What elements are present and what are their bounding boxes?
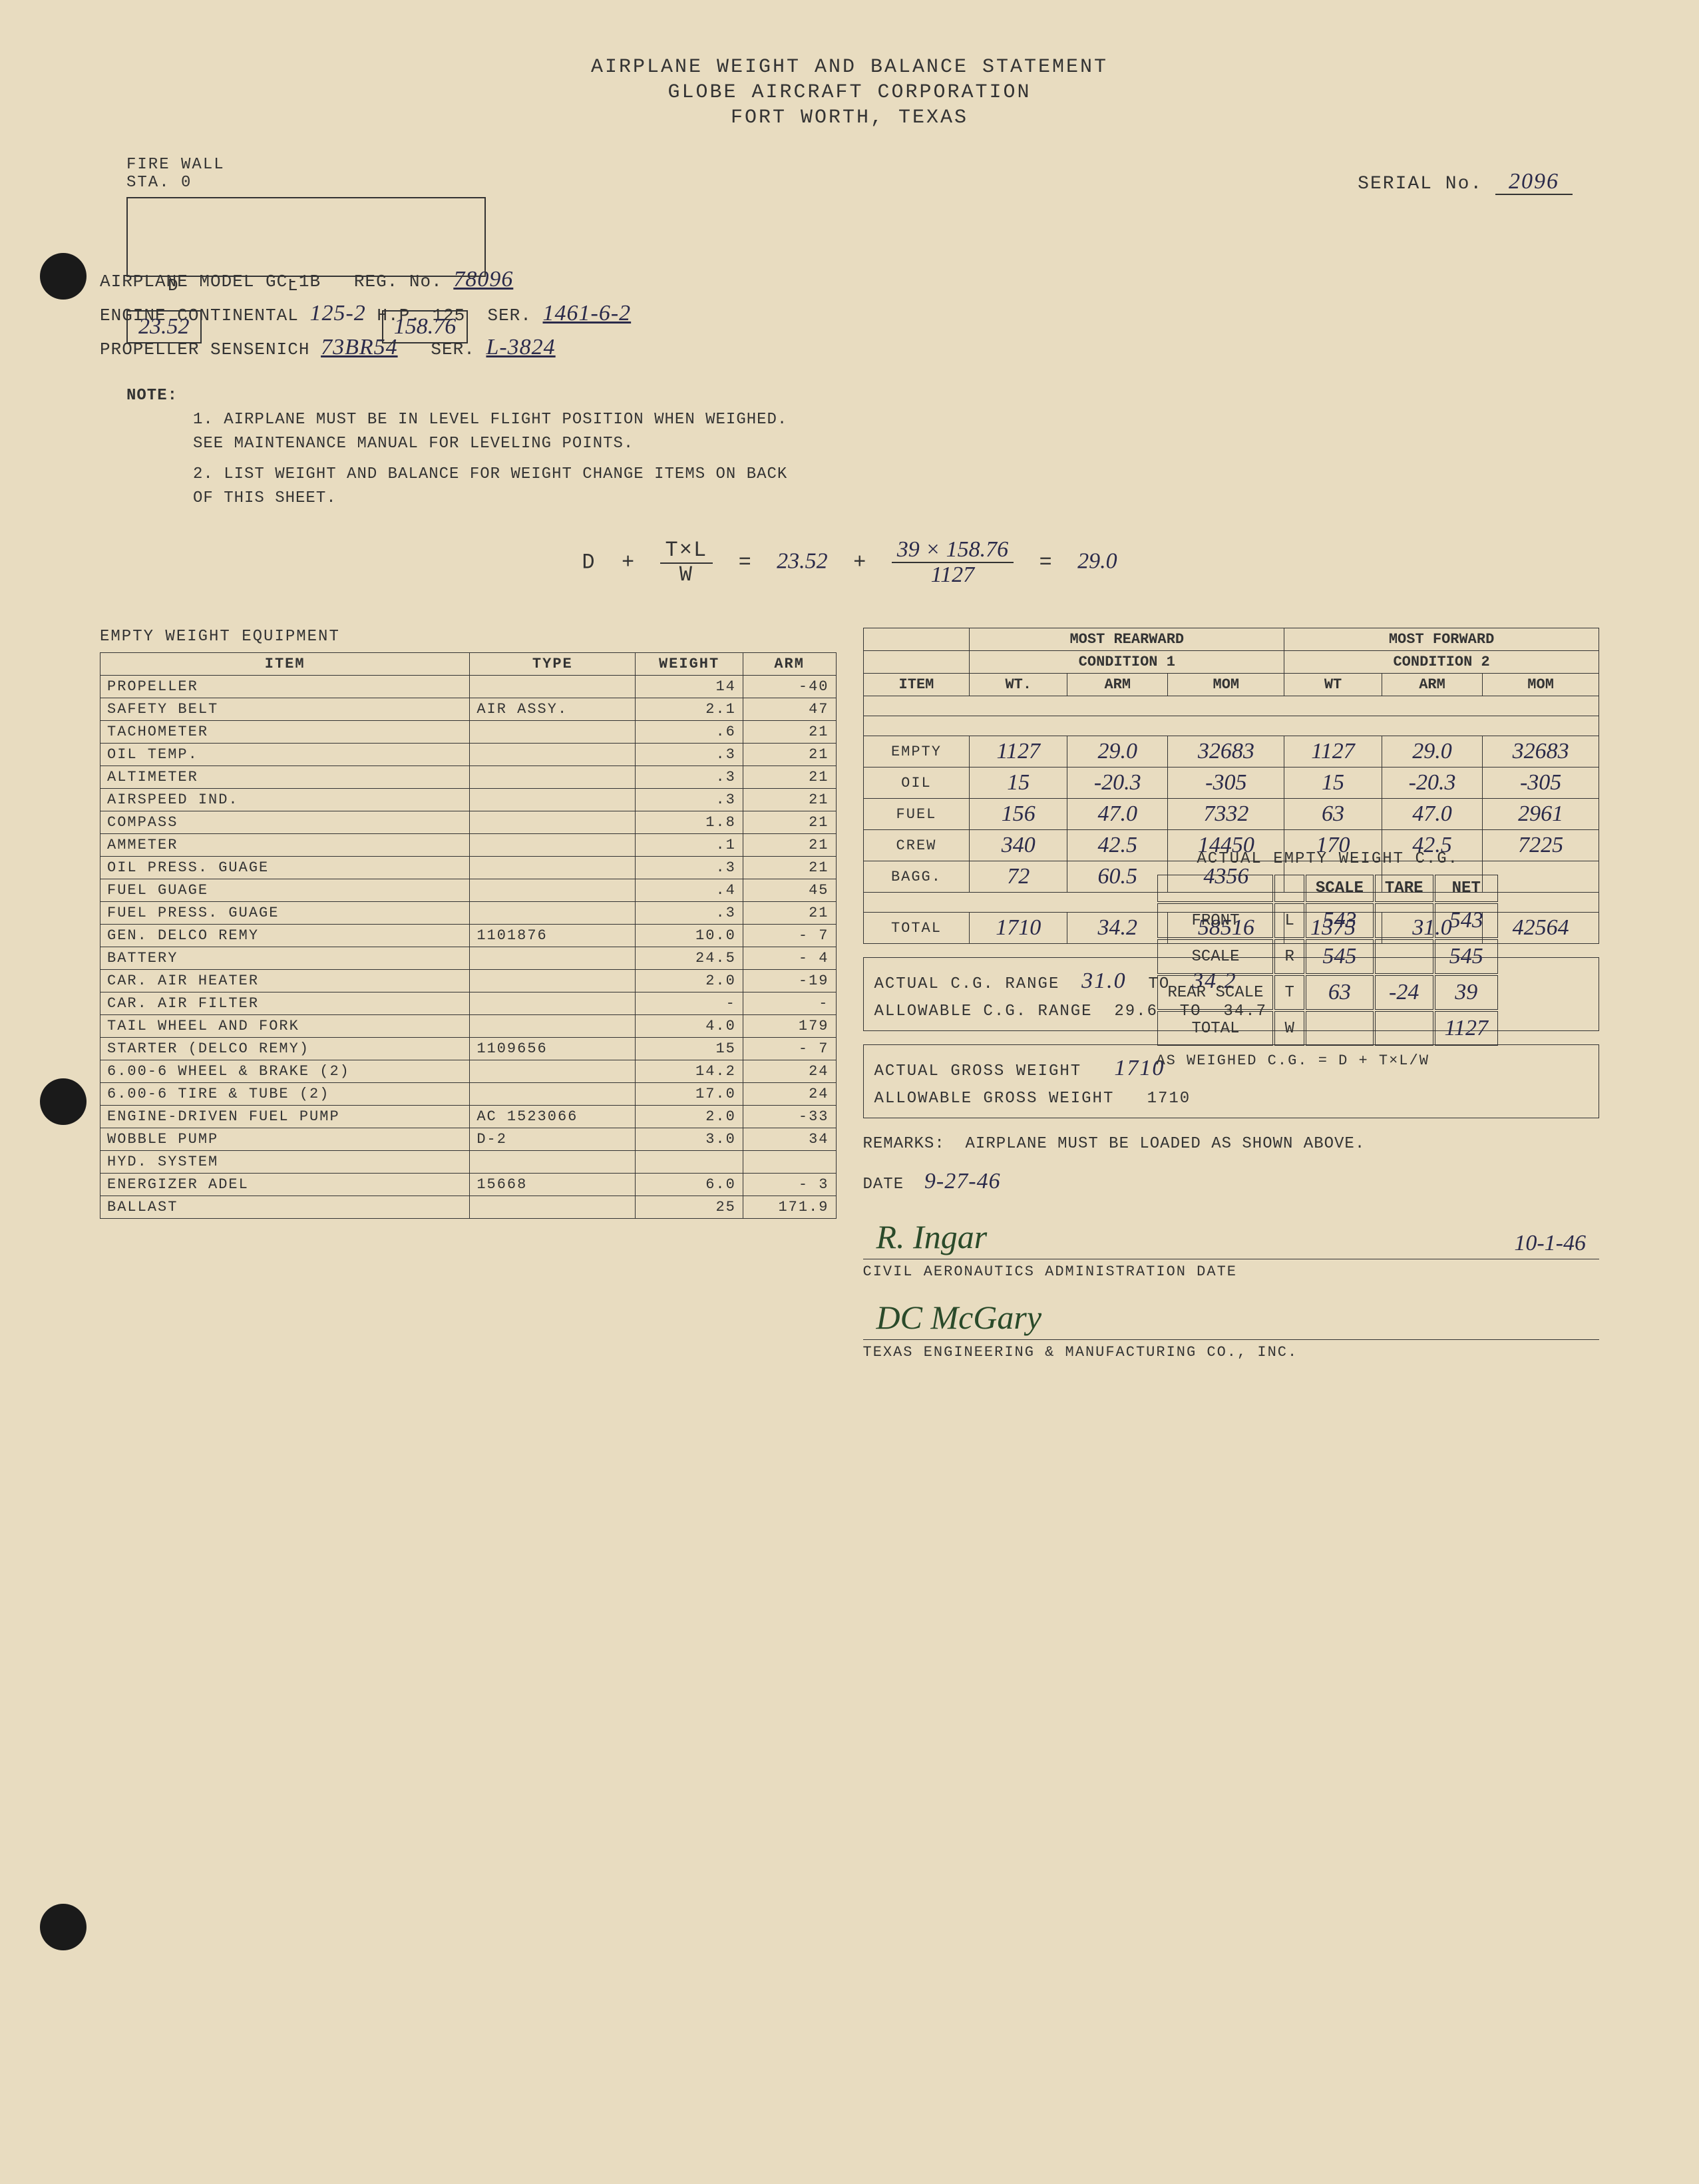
cg-formula-label: AS WEIGHED C.G. = D + T×L/W bbox=[1156, 1052, 1499, 1069]
punch-hole bbox=[40, 1904, 87, 1950]
document-header: AIRPLANE WEIGHT AND BALANCE STATEMENT GL… bbox=[100, 56, 1599, 129]
cg-table-title: ACTUAL EMPTY WEIGHT C.G. bbox=[1156, 850, 1499, 868]
table-row: OIL15-20.3-30515-20.3-305 bbox=[863, 767, 1599, 799]
table-row: SCALER545545 bbox=[1157, 939, 1498, 974]
punch-hole bbox=[40, 1078, 87, 1125]
table-row: PROPELLER14-40 bbox=[100, 676, 837, 698]
equipment-title: EMPTY WEIGHT EQUIPMENT bbox=[100, 628, 837, 646]
firewall-diagram: FIRE WALL STA. 0 D L 23.52 158.76 bbox=[126, 156, 486, 343]
table-row: STARTER (DELCO REMY)110965615- 7 bbox=[100, 1038, 837, 1060]
table-row: OIL PRESS. GUAGE.321 bbox=[100, 857, 837, 879]
signature-caa: R. Ingar 10-1-46 bbox=[863, 1226, 1600, 1259]
table-row: FRONTL543543 bbox=[1157, 903, 1498, 938]
table-row: WOBBLE PUMPD-23.034 bbox=[100, 1128, 837, 1151]
cg-calculation: D + T×LW = 23.52 + 39 × 158.761127 = 29.… bbox=[100, 537, 1599, 588]
table-row: FUEL PRESS. GUAGE.321 bbox=[100, 902, 837, 925]
table-row: ENGINE-DRIVEN FUEL PUMPAC 15230662.0-33 bbox=[100, 1106, 837, 1128]
table-row: GEN. DELCO REMY110187610.0- 7 bbox=[100, 925, 837, 947]
table-row: AIRSPEED IND..321 bbox=[100, 789, 837, 811]
punch-hole bbox=[40, 253, 87, 300]
table-row: HYD. SYSTEM bbox=[100, 1151, 837, 1174]
table-row: FUEL GUAGE.445 bbox=[100, 879, 837, 902]
table-row: EMPTY112729.032683112729.032683 bbox=[863, 736, 1599, 767]
header-line1: AIRPLANE WEIGHT AND BALANCE STATEMENT bbox=[100, 56, 1599, 79]
equipment-table: ITEM TYPE WEIGHT ARM PROPELLER14-40SAFET… bbox=[100, 652, 837, 1219]
notes-section: NOTE: 1. AIRPLANE MUST BE IN LEVEL FLIGH… bbox=[126, 384, 792, 511]
table-row: AMMETER.121 bbox=[100, 834, 837, 857]
table-row: TOTALW1127 bbox=[1157, 1011, 1498, 1046]
table-row: SAFETY BELTAIR ASSY.2.147 bbox=[100, 698, 837, 721]
table-row: 6.00-6 TIRE & TUBE (2)17.024 bbox=[100, 1083, 837, 1106]
remarks-section: REMARKS: AIRPLANE MUST BE LOADED AS SHOW… bbox=[863, 1132, 1600, 1200]
dimension-l: 158.76 bbox=[382, 310, 469, 343]
signature-manufacturer: DC McGary bbox=[863, 1307, 1600, 1340]
table-row: BATTERY24.5- 4 bbox=[100, 947, 837, 970]
table-row: TACHOMETER.621 bbox=[100, 721, 837, 744]
serial-number: SERIAL No. 2096 bbox=[1358, 169, 1573, 194]
table-row: COMPASS1.821 bbox=[100, 811, 837, 834]
table-row: FUEL15647.073326347.02961 bbox=[863, 799, 1599, 830]
header-line2: GLOBE AIRCRAFT CORPORATION bbox=[100, 81, 1599, 104]
table-row: OIL TEMP..321 bbox=[100, 744, 837, 766]
table-row: 6.00-6 WHEEL & BRAKE (2)14.224 bbox=[100, 1060, 837, 1083]
table-row: TAIL WHEEL AND FORK4.0179 bbox=[100, 1015, 837, 1038]
table-row: CAR. AIR FILTER-- bbox=[100, 992, 837, 1015]
table-row: ALTIMETER.321 bbox=[100, 766, 837, 789]
header-line3: FORT WORTH, TEXAS bbox=[100, 107, 1599, 129]
table-row: CAR. AIR HEATER2.0-19 bbox=[100, 970, 837, 992]
table-row: REAR SCALET63-2439 bbox=[1157, 975, 1498, 1010]
table-row: BALLAST25171.9 bbox=[100, 1196, 837, 1219]
cg-weight-table: SCALE TARE NET FRONTL543543 SCALER545545… bbox=[1156, 873, 1499, 1047]
table-row: ENERGIZER ADEL156686.0- 3 bbox=[100, 1174, 837, 1196]
dimension-d: 23.52 bbox=[126, 310, 202, 343]
